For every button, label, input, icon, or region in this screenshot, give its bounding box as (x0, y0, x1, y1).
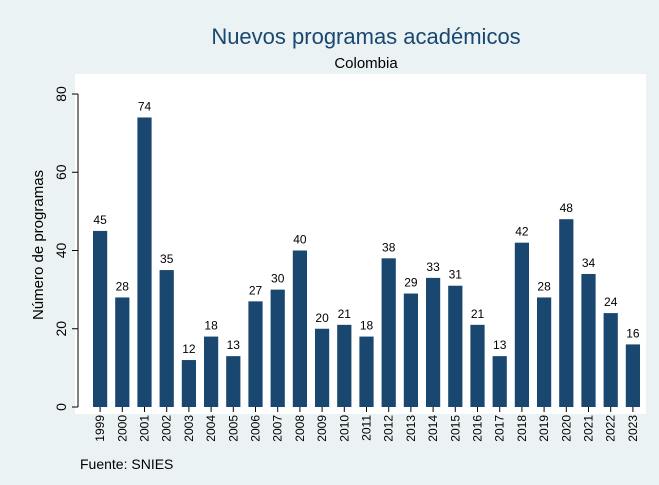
data-label: 30 (271, 272, 285, 286)
data-label: 74 (138, 99, 152, 113)
data-label: 21 (471, 307, 485, 321)
y-tick-label: 40 (53, 243, 69, 259)
bar (314, 328, 330, 407)
bar (381, 258, 396, 407)
y-tick-label: 80 (53, 86, 69, 102)
data-label: 35 (160, 252, 174, 266)
x-tick-label: 2000 (115, 415, 129, 442)
bar (625, 344, 641, 407)
bar (115, 297, 130, 407)
data-label: 42 (515, 225, 529, 239)
x-tick-label: 2016 (471, 415, 485, 442)
y-tick-label: 0 (53, 403, 69, 411)
x-tick-label: 2020 (559, 415, 573, 442)
data-label: 45 (93, 213, 107, 227)
bar (536, 297, 552, 407)
bar (492, 356, 507, 407)
data-label: 13 (227, 338, 241, 352)
data-label: 48 (560, 201, 574, 215)
data-label: 38 (382, 240, 396, 254)
x-tick-label: 2023 (626, 415, 640, 442)
x-tick-label: 1999 (93, 415, 107, 442)
bar (470, 324, 485, 407)
chart-title: Nuevos programas académicos (211, 24, 520, 49)
x-tick-label: 2012 (382, 415, 396, 442)
x-tick-label: 2003 (182, 415, 196, 442)
x-tick-label: 2009 (315, 415, 329, 442)
bar (559, 219, 574, 407)
y-tick-label: 60 (53, 164, 69, 180)
bar (92, 230, 108, 407)
x-tick-label: 2019 (537, 415, 551, 442)
data-label: 18 (360, 319, 374, 333)
y-axis-label: Número de programas (30, 170, 47, 320)
bar (603, 313, 618, 407)
bar (248, 301, 263, 407)
y-tick-label: 20 (53, 321, 69, 337)
bar (425, 277, 441, 407)
x-tick-label: 2014 (426, 415, 440, 442)
bar (292, 250, 308, 407)
data-label: 33 (426, 260, 440, 274)
bar (448, 285, 463, 407)
bar (203, 336, 219, 407)
x-tick-label: 2002 (160, 415, 174, 442)
chart-subtitle: Colombia (334, 55, 398, 72)
x-tick-label: 2008 (293, 415, 307, 442)
bar (581, 273, 596, 407)
x-tick-label: 2013 (404, 415, 418, 442)
bar (159, 270, 174, 407)
x-tick-label: 2011 (360, 415, 374, 441)
data-label: 16 (626, 326, 640, 340)
x-tick-label: 2010 (337, 415, 351, 442)
x-tick-label: 2005 (226, 415, 240, 442)
data-label: 34 (582, 256, 596, 270)
x-tick-label: 2015 (448, 415, 462, 442)
data-label: 12 (182, 342, 196, 356)
data-label: 20 (315, 311, 329, 325)
data-label: 21 (338, 307, 352, 321)
bar (270, 289, 285, 407)
bar (359, 336, 374, 407)
bar (337, 324, 352, 407)
data-label: 13 (493, 338, 507, 352)
data-label: 28 (116, 279, 130, 293)
bar (181, 360, 197, 407)
data-label: 31 (449, 268, 463, 282)
x-tick-label: 2021 (582, 415, 596, 442)
data-label: 28 (537, 279, 551, 293)
x-tick-label: 2018 (515, 415, 529, 442)
data-label: 18 (204, 319, 218, 333)
data-label: 29 (404, 276, 418, 290)
bar (137, 117, 152, 407)
x-tick-label: 2022 (604, 415, 618, 442)
data-label: 40 (293, 233, 307, 247)
note: Fuente: SNIES (80, 456, 173, 472)
x-tick-label: 2006 (249, 415, 263, 442)
bar (514, 242, 530, 407)
bar (226, 356, 241, 407)
x-tick-label: 2007 (271, 415, 285, 442)
x-tick-label: 2001 (138, 415, 152, 442)
x-tick-label: 2004 (204, 415, 218, 442)
data-label: 27 (249, 283, 263, 297)
data-label: 24 (604, 295, 618, 309)
x-tick-label: 2017 (493, 415, 507, 442)
bar (403, 293, 419, 407)
